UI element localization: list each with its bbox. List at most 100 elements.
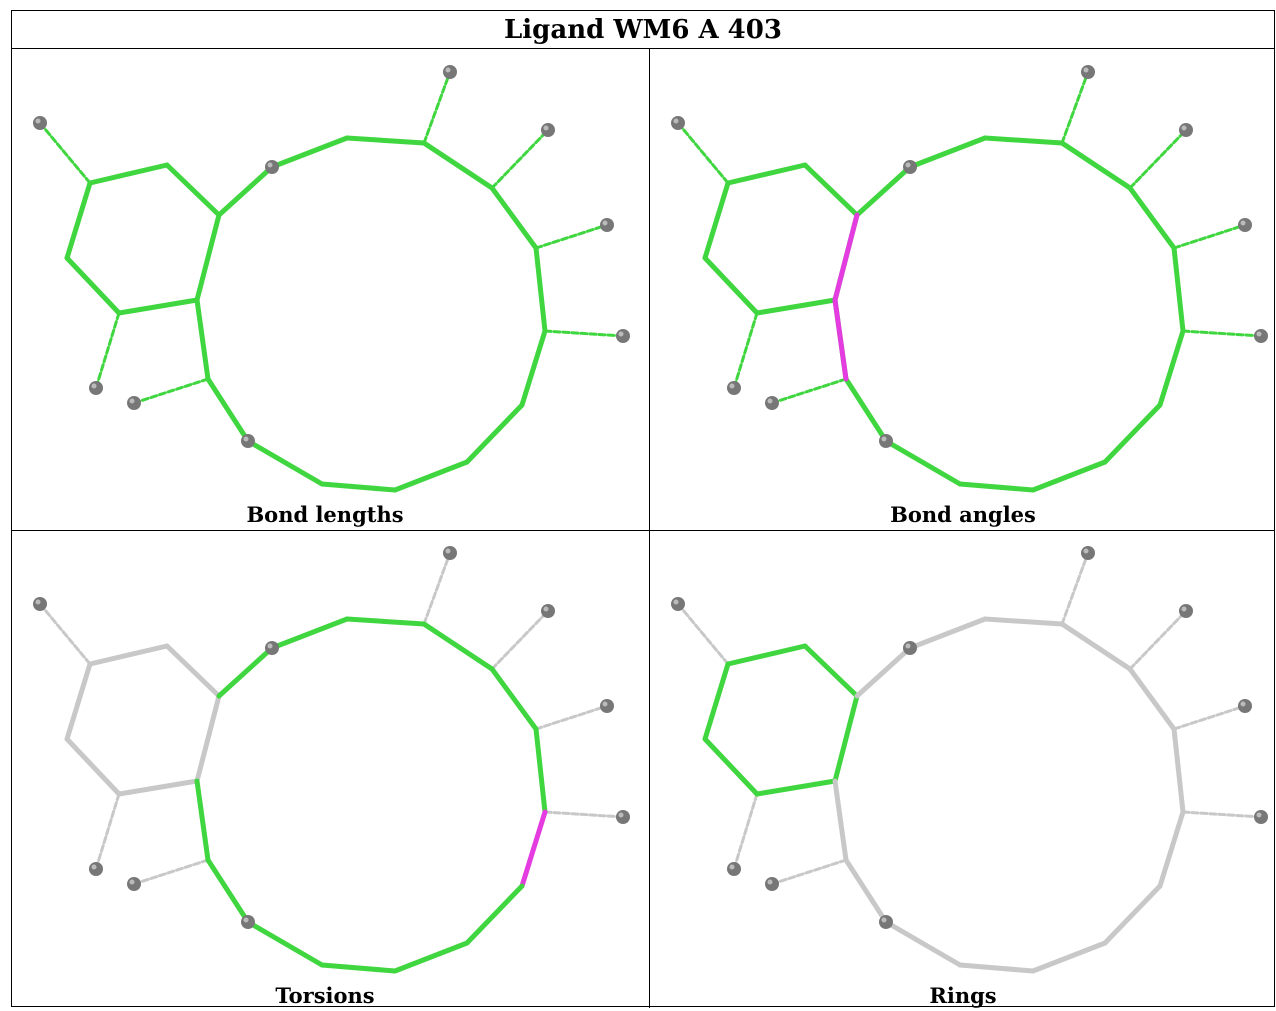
atom-sphere xyxy=(443,546,457,560)
benzene-bond xyxy=(164,162,222,218)
macrocycle-bond xyxy=(907,616,988,651)
atom-sphere xyxy=(265,641,279,655)
atom-highlight xyxy=(1240,220,1246,226)
atom-highlight xyxy=(445,548,451,554)
macrocycle-bond xyxy=(205,857,251,925)
substituent-bond xyxy=(543,810,625,819)
substituent-bond xyxy=(676,121,730,185)
panel-caption: Bond lengths xyxy=(246,502,404,527)
macrocycle-bond xyxy=(489,185,539,251)
atom-highlight xyxy=(618,331,624,337)
atom-sphere xyxy=(127,396,141,410)
macrocycle-bond xyxy=(519,328,548,408)
atom-highlight xyxy=(1181,606,1187,612)
macrocycle-bond xyxy=(843,857,889,925)
macrocycle-bond xyxy=(194,778,211,863)
atom-sphere xyxy=(541,604,555,618)
benzene-bond xyxy=(725,643,808,667)
atom-highlight xyxy=(673,118,679,124)
macrocycle-bond xyxy=(883,919,963,968)
benzene-bond xyxy=(702,180,731,261)
atom-sphere xyxy=(1081,546,1095,560)
benzene-bond xyxy=(194,693,222,784)
macrocycle-bond xyxy=(216,164,275,218)
atom-highlight xyxy=(1181,125,1187,131)
substituent-bond xyxy=(1172,223,1247,250)
macrocycle-bond xyxy=(319,481,398,493)
atom-highlight xyxy=(905,643,911,649)
substituent-bond xyxy=(1128,609,1188,671)
macrocycle-bond xyxy=(832,778,849,863)
atom-sphere xyxy=(727,381,741,395)
atom-highlight xyxy=(543,606,549,612)
macrocycle-bond xyxy=(344,135,427,146)
substituent-bond xyxy=(1181,329,1263,338)
atom-highlight xyxy=(243,436,249,442)
macrocycle-bond xyxy=(1157,809,1186,889)
atom-sphere xyxy=(616,810,630,824)
macrocycle-bond xyxy=(1059,140,1133,191)
macrocycle-bond xyxy=(269,616,350,651)
atom-sphere xyxy=(1254,329,1268,343)
atom-highlight xyxy=(905,162,911,168)
atom-highlight xyxy=(129,398,135,404)
macrocycle-bond xyxy=(883,438,963,487)
benzene-bond xyxy=(802,162,860,218)
benzene-bond xyxy=(64,255,122,316)
column-divider xyxy=(649,49,650,1008)
macrocycle-bond xyxy=(1059,621,1133,672)
panel-bond-angles: Bond angles xyxy=(650,50,1276,530)
atom-sphere xyxy=(127,877,141,891)
molecule-diagram xyxy=(671,546,1268,974)
substituent-bond xyxy=(422,70,452,145)
atom-sphere xyxy=(89,381,103,395)
panel-bond-lengths: Bond lengths xyxy=(12,50,638,530)
row-divider xyxy=(12,530,1274,531)
figure-table: Ligand WM6 A 403 Bond lengths Bond angle… xyxy=(11,10,1276,1008)
panel-caption: Rings xyxy=(929,983,997,1008)
atom-sphere xyxy=(727,862,741,876)
substituent-bond xyxy=(732,792,759,871)
macrocycle-bond xyxy=(464,402,525,465)
atom-highlight xyxy=(673,599,679,605)
molecule-diagram xyxy=(33,546,630,974)
macrocycle-bond xyxy=(194,297,211,382)
substituent-bond xyxy=(534,704,609,731)
atom-sphere xyxy=(879,434,893,448)
macrocycle-bond xyxy=(519,809,548,889)
atom-sphere xyxy=(600,218,614,232)
macrocycle-bond xyxy=(533,245,548,334)
atom-highlight xyxy=(267,162,273,168)
atom-highlight xyxy=(35,599,41,605)
substituent-bond xyxy=(490,609,550,671)
atom-sphere xyxy=(616,329,630,343)
macrocycle-bond xyxy=(1030,940,1108,974)
benzene-bond xyxy=(194,212,222,303)
macrocycle-bond xyxy=(1127,666,1177,732)
macrocycle-bond xyxy=(907,135,988,170)
atom-sphere xyxy=(879,915,893,929)
macrocycle-bond xyxy=(392,940,470,974)
benzene-bond xyxy=(754,297,838,316)
benzene-bond xyxy=(64,180,93,261)
substituent-bond xyxy=(534,223,609,250)
substituent-bond xyxy=(94,792,121,871)
macrocycle-bond xyxy=(1102,402,1163,465)
substituent-bond xyxy=(1128,128,1188,190)
atom-sphere xyxy=(765,396,779,410)
atom-highlight xyxy=(91,383,97,389)
atom-highlight xyxy=(602,220,608,226)
macrocycle-bond xyxy=(205,376,251,444)
atom-sphere xyxy=(600,699,614,713)
macrocycle-bond xyxy=(1157,328,1186,408)
macrocycle-bond xyxy=(854,645,913,699)
atom-highlight xyxy=(543,125,549,131)
substituent-bond xyxy=(732,311,759,390)
atom-highlight xyxy=(1083,67,1089,73)
macrocycle-bond xyxy=(982,616,1065,627)
atom-highlight xyxy=(1240,701,1246,707)
macrocycle-bond xyxy=(1030,459,1108,493)
macrocycle-bond xyxy=(982,135,1065,146)
macrocycle-bond xyxy=(1102,883,1163,946)
atom-sphere xyxy=(33,597,47,611)
